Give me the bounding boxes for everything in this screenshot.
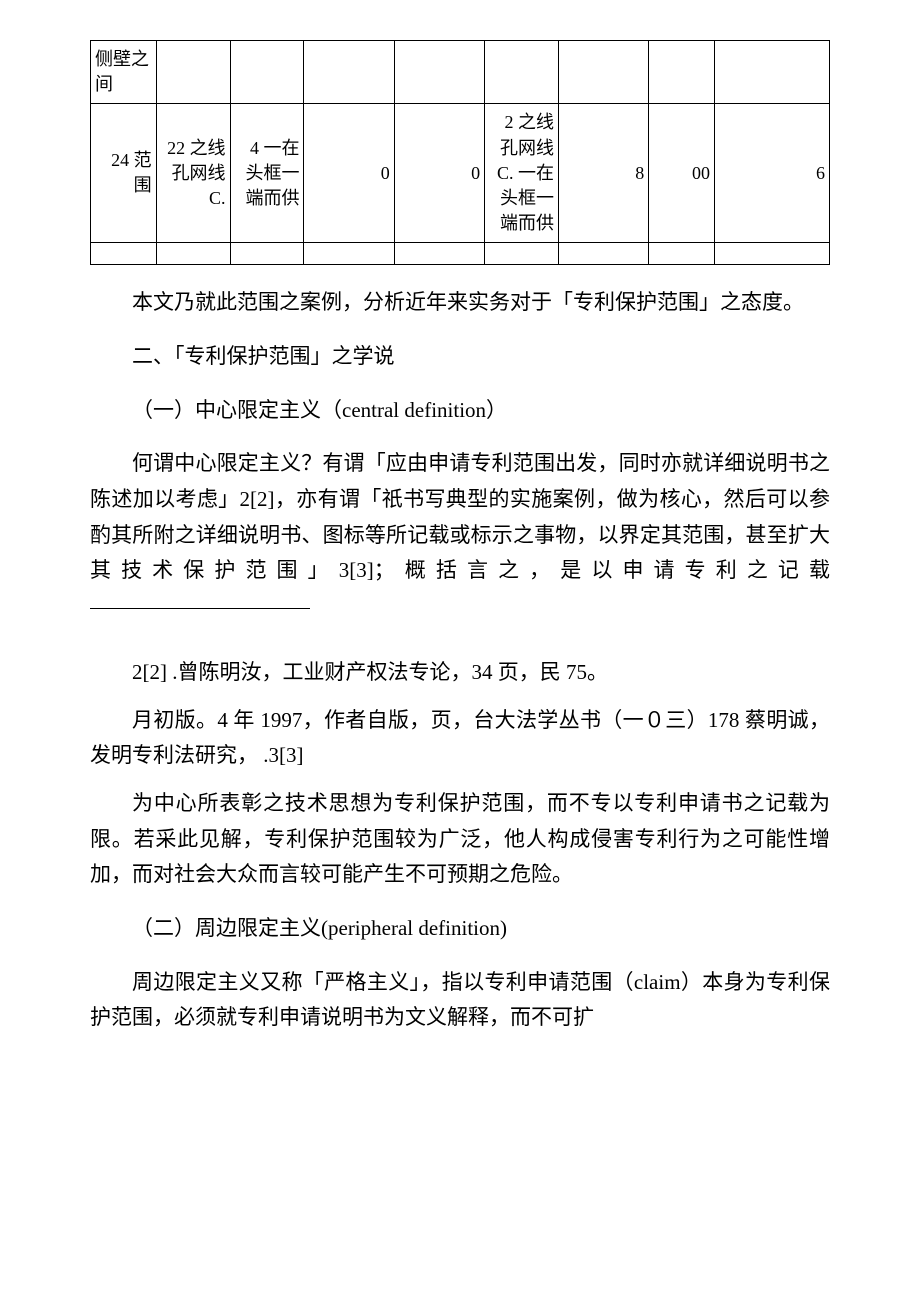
table-cell: 0 (304, 104, 394, 243)
footnote: 2[2] .曾陈明汝，工业财产权法专论，34 页，民 75。 (90, 655, 830, 691)
table-cell: 4 一在头框一端而供 (230, 104, 304, 243)
paragraph: 周边限定主义又称「严格主义」，指以专利申请范围（claim）本身为专利保护范围，… (90, 965, 830, 1036)
table-cell: 8 (558, 104, 648, 243)
subsection-heading: （一）中心限定主义（central definition） (90, 393, 830, 429)
table-cell (649, 243, 715, 265)
table-row (91, 243, 830, 265)
table-cell: 侧壁之间 (91, 41, 157, 104)
footnote: 月初版。4 年 1997，作者自版，页，台大法学丛书（一０三）178 蔡明诚，发… (90, 703, 830, 774)
table-cell (649, 41, 715, 104)
table-cell: 24 范围 (91, 104, 157, 243)
table-cell: 22 之线孔网线 C. (156, 104, 230, 243)
table-cell (394, 41, 484, 104)
paragraph: 本文乃就此范围之案例，分析近年来实务对于「专利保护范围」之态度。 (90, 285, 830, 321)
paragraph: 为中心所表彰之技术思想为专利保护范围，而不专以专利申请书之记载为限。若采此见解，… (90, 786, 830, 893)
table-cell (156, 243, 230, 265)
table-cell: 6 (714, 104, 829, 243)
subsection-heading: （二）周边限定主义(peripheral definition) (90, 911, 830, 947)
section-heading: 二、「专利保护范围」之学说 (90, 339, 830, 375)
table-cell (230, 243, 304, 265)
data-table: 侧壁之间 24 范围 22 之线孔网线 C. 4 一在头框一端而供 0 0 2 … (90, 40, 830, 265)
table-cell: 0 (394, 104, 484, 243)
table-cell (558, 41, 648, 104)
table-cell (394, 243, 484, 265)
footnote-rule (90, 608, 310, 609)
table-cell (91, 243, 157, 265)
table-row: 侧壁之间 (91, 41, 830, 104)
paragraph-text: 何谓中心限定主义？有谓「应由申请专利范围出发，同时亦就详细说明书之陈述加以考虑」… (90, 451, 830, 582)
table-cell (485, 41, 559, 104)
table-cell (156, 41, 230, 104)
table-cell (714, 243, 829, 265)
table-cell (558, 243, 648, 265)
table-cell (485, 243, 559, 265)
table-cell: 2 之线孔网线 C. 一在头框一端而供 (485, 104, 559, 243)
paragraph: 何谓中心限定主义？有谓「应由申请专利范围出发，同时亦就详细说明书之陈述加以考虑」… (90, 446, 830, 624)
table-cell (304, 41, 394, 104)
table-cell (304, 243, 394, 265)
document-page: 侧壁之间 24 范围 22 之线孔网线 C. 4 一在头框一端而供 0 0 2 … (0, 0, 920, 1088)
table-row: 24 范围 22 之线孔网线 C. 4 一在头框一端而供 0 0 2 之线孔网线… (91, 104, 830, 243)
table-cell (230, 41, 304, 104)
table-cell: 00 (649, 104, 715, 243)
table-cell (714, 41, 829, 104)
